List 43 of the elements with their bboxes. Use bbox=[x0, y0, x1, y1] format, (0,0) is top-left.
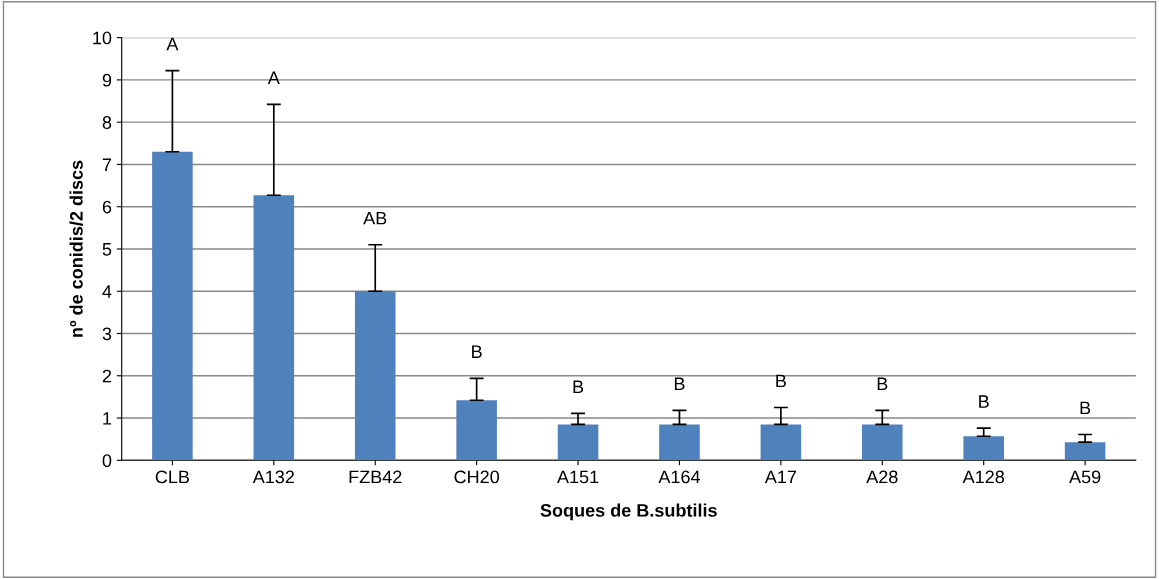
x-axis-title: Soques de B.subtilis bbox=[540, 503, 717, 521]
y-axis-title: nº de conidis/2 discs bbox=[69, 160, 83, 337]
y-tick-label: 7 bbox=[102, 158, 112, 171]
y-tick-label: 2 bbox=[102, 369, 112, 383]
bar bbox=[354, 291, 396, 461]
bar bbox=[253, 195, 295, 461]
y-tick-label: 1 bbox=[103, 412, 112, 425]
x-tick-label: A28 bbox=[866, 470, 898, 484]
bar bbox=[152, 151, 193, 461]
bar bbox=[760, 424, 802, 461]
x-tick-label: A59 bbox=[1069, 470, 1101, 484]
x-tick-label: A17 bbox=[764, 470, 797, 484]
x-tick-label: CH20 bbox=[454, 470, 500, 484]
bar bbox=[963, 436, 1004, 461]
x-tick-label: A128 bbox=[962, 470, 1004, 484]
y-tick-label: 5 bbox=[102, 243, 112, 256]
y-tick-label: 3 bbox=[102, 327, 112, 341]
x-tick-label: A132 bbox=[252, 470, 294, 484]
x-tick-label: CLB bbox=[155, 470, 190, 484]
bar bbox=[862, 424, 903, 461]
y-tick-label: 9 bbox=[102, 73, 112, 87]
bar bbox=[659, 424, 700, 461]
annotation: B bbox=[979, 395, 989, 408]
x-tick-label: A164 bbox=[658, 470, 701, 484]
annotation: B bbox=[472, 345, 482, 358]
annotation: B bbox=[877, 377, 888, 391]
annotation: A bbox=[166, 37, 179, 51]
annotation: A bbox=[267, 71, 280, 84]
x-tick-label: A151 bbox=[557, 470, 599, 484]
annotation: AB bbox=[363, 211, 387, 225]
annotation: B bbox=[573, 380, 584, 393]
annotation: B bbox=[776, 374, 786, 388]
y-tick-label: 10 bbox=[93, 31, 112, 45]
y-tick-label: 0 bbox=[102, 454, 112, 468]
annotation: B bbox=[1080, 401, 1091, 415]
x-tick-label: FZB42 bbox=[349, 470, 402, 484]
y-tick-label: 4 bbox=[102, 285, 112, 298]
y-tick-label: 8 bbox=[102, 116, 112, 129]
bar bbox=[1064, 442, 1106, 461]
bar bbox=[456, 400, 497, 461]
annotation: B bbox=[674, 377, 685, 391]
y-tick-label: 6 bbox=[102, 200, 112, 214]
bar bbox=[557, 424, 599, 461]
